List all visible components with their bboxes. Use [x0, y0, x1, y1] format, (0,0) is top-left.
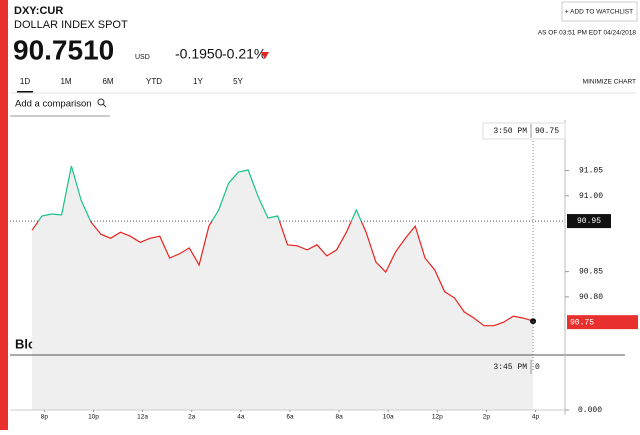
volume-value: 0	[535, 363, 540, 372]
minimize-chart[interactable]: MINIMIZE CHART	[583, 79, 636, 86]
crosshair-time: 3:50 PM	[493, 127, 527, 136]
x-tick-label: 4p	[532, 414, 540, 421]
tab[interactable]: 1M	[60, 77, 71, 86]
x-tick-bg	[330, 412, 349, 421]
y-tick-label: 91.05	[579, 167, 603, 176]
x-tick-bg	[280, 412, 299, 421]
x-tick-label: 10p	[88, 414, 99, 421]
y-tick-label: 90.80	[579, 293, 603, 302]
y-tick-label: 91.00	[579, 192, 603, 201]
tab[interactable]: YTD	[146, 77, 162, 86]
x-tick-label: 8p	[41, 414, 49, 421]
previous-close-box	[567, 214, 611, 229]
last-label: 90.75	[570, 318, 594, 327]
x-tick-bg	[428, 412, 447, 421]
watchlist-label[interactable]: + ADD TO WATCHLIST	[565, 9, 633, 16]
instrument-name: DOLLAR INDEX SPOT	[14, 19, 128, 31]
volume-time: 3:45 PM	[493, 363, 527, 372]
previous-close-label: 90.95	[577, 217, 601, 226]
accent-bar	[0, 0, 8, 430]
volume-axis-label: 0.000	[578, 406, 602, 415]
comparison-input[interactable]: Add a comparison	[15, 99, 92, 110]
x-tick-bg	[182, 412, 201, 421]
crosshair-value: 90.75	[535, 127, 559, 136]
watchlist-button[interactable]	[561, 1, 638, 22]
crosshair-box	[482, 122, 566, 140]
x-tick-label: 8a	[335, 414, 343, 421]
last-box	[567, 315, 638, 330]
change: -0.1950	[175, 46, 223, 62]
currency: USD	[135, 54, 150, 61]
tab[interactable]: 1D	[20, 77, 30, 86]
x-tick-label: 2a	[188, 414, 196, 421]
x-tick-bg	[477, 412, 496, 421]
x-tick-bg	[526, 412, 545, 421]
x-tick-label: 6a	[286, 414, 294, 421]
ticker: DXY:CUR	[14, 5, 63, 17]
tab[interactable]: 5Y	[233, 77, 243, 86]
x-tick-label: 2p	[483, 414, 491, 421]
x-tick-bg	[84, 412, 103, 421]
price: 90.7510	[13, 34, 114, 65]
x-tick-bg	[231, 412, 250, 421]
price-line-down	[31, 221, 534, 327]
as-of: AS OF 03:51 PM EDT 04/24/2018	[538, 30, 637, 37]
x-tick-label: 4a	[237, 414, 245, 421]
y-tick-label: 90.85	[579, 268, 603, 277]
tabs: 1D 1M 6M YTD 1Y 5Y	[17, 77, 244, 93]
search-icon	[97, 98, 105, 106]
x-tick-bg	[133, 412, 152, 421]
x-tick-bg	[35, 412, 54, 421]
area	[32, 166, 534, 410]
change-pct: -0.21%	[222, 46, 266, 62]
search-icon-handle	[102, 103, 107, 108]
down-arrow	[261, 52, 269, 59]
x-tick-bg	[379, 412, 398, 421]
tab[interactable]: 1Y	[193, 77, 203, 86]
tab[interactable]: 6M	[102, 77, 113, 86]
x-tick-label: 12a	[137, 414, 148, 421]
x-tick-label: 12p	[432, 414, 443, 421]
x-tick-label: 10a	[383, 414, 394, 421]
